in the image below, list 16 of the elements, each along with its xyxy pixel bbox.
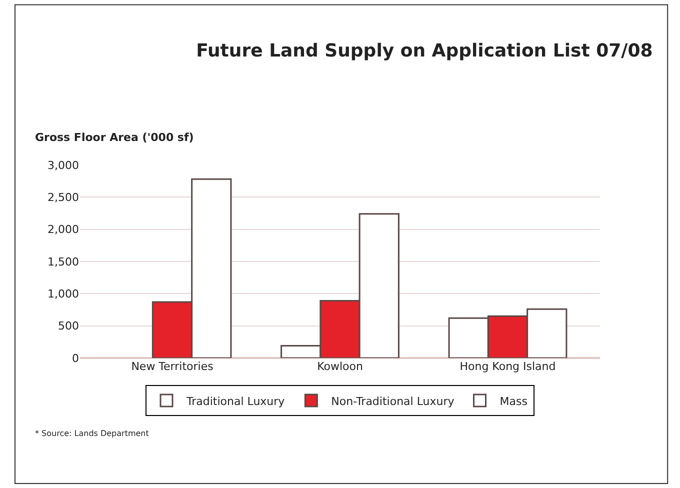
legend-label: Traditional Luxury xyxy=(186,394,286,408)
y-tick-label: 1,500 xyxy=(48,255,79,268)
chart-title: Future Land Supply on Application List 07/08 xyxy=(196,40,653,62)
y-tick-label: 0 xyxy=(72,352,79,365)
x-tick-label: Hong Kong Island xyxy=(460,360,556,373)
y-tick-label: 2,000 xyxy=(48,223,79,236)
y-tick-label: 500 xyxy=(58,320,79,333)
y-tick-label: 1,000 xyxy=(48,288,79,301)
y-tick-label: 3,000 xyxy=(48,158,79,172)
legend-label: Non-Traditional Luxury xyxy=(331,394,455,408)
x-tick-label: New Territories xyxy=(131,360,214,373)
y-tick-label: 2,500 xyxy=(48,191,79,204)
y-axis-title: Gross Floor Area ('000 sf) xyxy=(35,131,194,144)
legend-label: Mass xyxy=(500,394,528,408)
x-tick-label: Kowloon xyxy=(317,360,363,373)
text: * Source: Lands Department xyxy=(35,429,149,438)
